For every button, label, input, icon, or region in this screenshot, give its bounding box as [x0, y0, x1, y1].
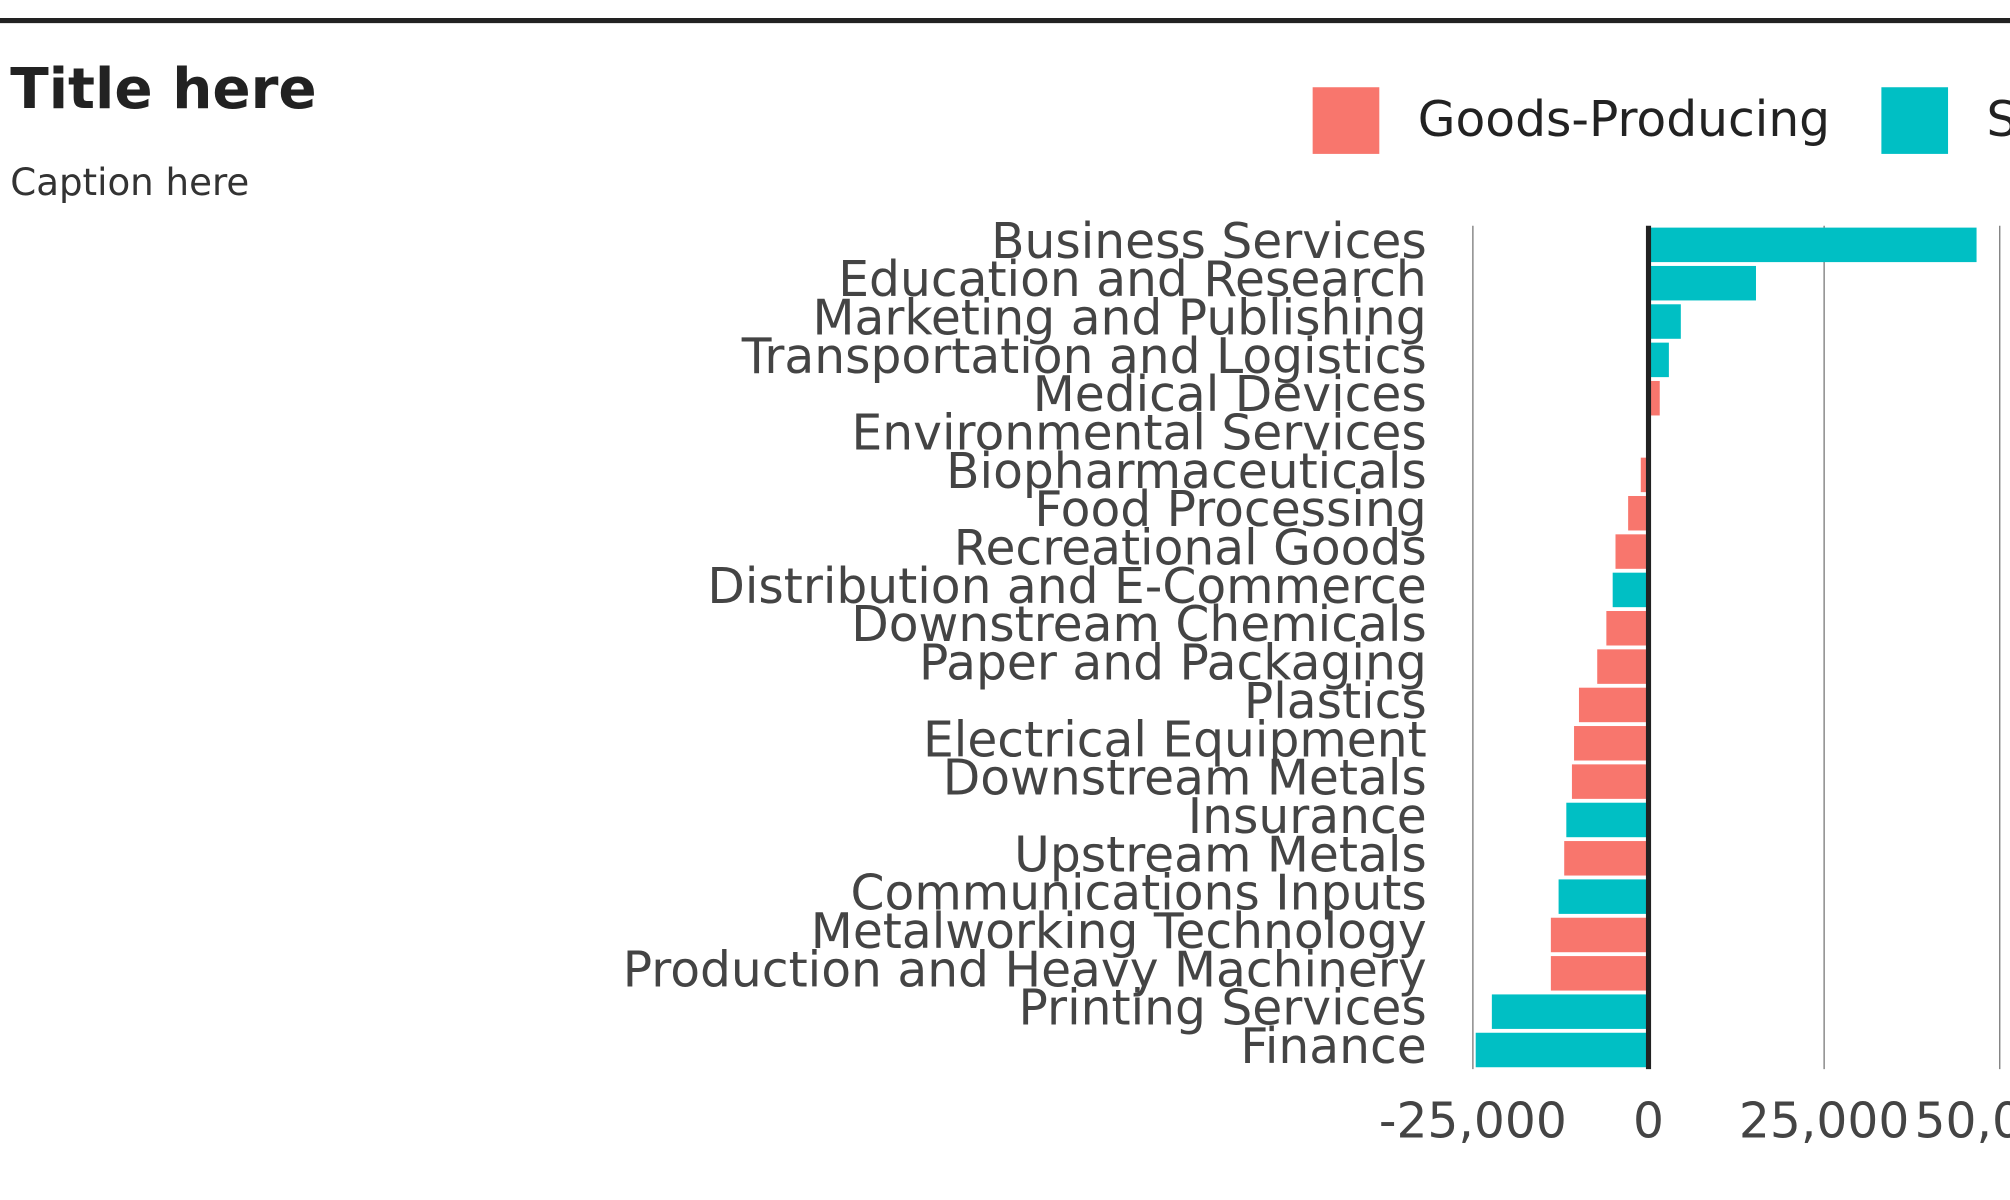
y-tick-label: Food Processing [1034, 482, 1426, 538]
y-tick-label: Metalworking Technology [811, 904, 1427, 960]
legend-label: Services [1987, 92, 2010, 148]
bar [1648, 380, 1660, 416]
y-tick-label: Environmental Services [852, 406, 1427, 462]
y-tick-label: Finance [1240, 1019, 1426, 1075]
bar [1615, 534, 1649, 569]
chart-title: Title here [10, 57, 316, 122]
legend-swatch [1312, 87, 1380, 154]
y-tick-label: Plastics [1244, 674, 1427, 730]
bar [1566, 802, 1649, 838]
y-tick-label: Education and Research [838, 252, 1426, 308]
y-tick-label: Business Services [991, 214, 1427, 270]
y-tick-label: Paper and Packaging [919, 636, 1427, 692]
bar [1571, 764, 1649, 799]
bar [1648, 342, 1669, 378]
bar [1491, 994, 1649, 1029]
chart-caption: Caption here [10, 160, 249, 204]
y-tick-label: Insurance [1188, 789, 1427, 845]
legend-label: Goods-Producing [1418, 92, 1830, 148]
y-tick-label: Distribution and E-Commerce [707, 559, 1426, 615]
y-tick-label: Marketing and Publishing [812, 291, 1426, 347]
y-tick-label: Downstream Metals [943, 751, 1427, 807]
y-tick-label: Downstream Chemicals [851, 597, 1427, 653]
y-tick-label: Transportation and Logistics [741, 329, 1427, 385]
bar [1640, 457, 1649, 493]
bar [1558, 879, 1649, 914]
y-tick-label: Recreational Goods [954, 521, 1427, 577]
x-tick-label: 0 [1633, 1093, 1664, 1149]
bar [1648, 227, 1977, 263]
bar [1597, 649, 1649, 684]
y-tick-label: Printing Services [1019, 981, 1427, 1037]
bar [1612, 572, 1649, 608]
bar [1606, 611, 1649, 646]
x-tick-label: 25,000 [1739, 1093, 1909, 1149]
bar [1475, 1032, 1649, 1068]
y-tick-label: Medical Devices [1033, 367, 1427, 423]
y-tick-label: Electrical Equipment [923, 712, 1427, 768]
bar [1578, 687, 1649, 723]
bar [1574, 726, 1649, 761]
y-tick-label: Upstream Metals [1014, 827, 1427, 883]
y-tick-label: Production and Heavy Machinery [623, 942, 1427, 998]
bar [1648, 304, 1681, 339]
bar [1550, 956, 1649, 991]
bar [1550, 917, 1649, 953]
bar [1628, 495, 1649, 531]
x-tick-label: -25,000 [1379, 1093, 1567, 1149]
bar [1564, 841, 1649, 876]
y-tick-label: Communications Inputs [851, 866, 1427, 922]
bar [1648, 265, 1756, 301]
legend-swatch [1881, 87, 1949, 154]
y-tick-label: Biopharmaceuticals [946, 444, 1427, 500]
x-tick-label: 50,000 [1915, 1093, 2010, 1149]
